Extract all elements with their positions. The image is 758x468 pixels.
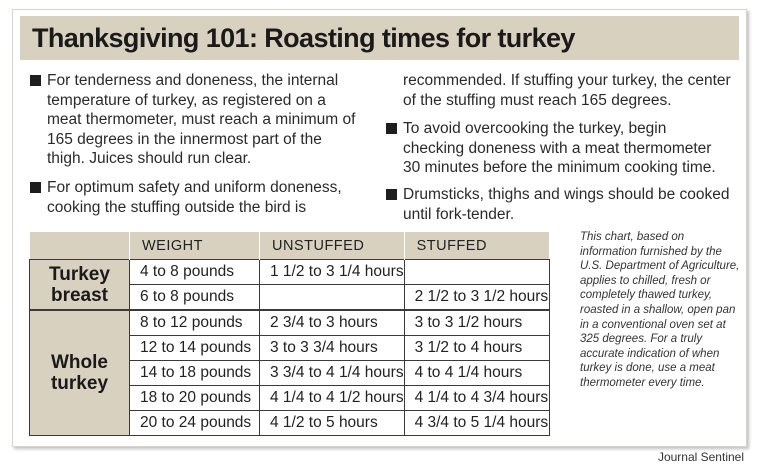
col-header-stuffed: STUFFED (403, 232, 550, 260)
source-credit: Journal Sentinel (657, 450, 744, 464)
cell-stuffed: 4 1/4 to 4 3/4 hours (403, 385, 550, 411)
bullet-item: For optimum safety and uniform doneness,… (30, 178, 360, 217)
category-line: Whole (51, 352, 108, 373)
bullet-square-icon (386, 123, 397, 134)
category-line: breast (50, 284, 109, 306)
table-header-blank (29, 232, 130, 260)
bullet-text-continued: recommended. If stuffing your turkey, th… (403, 72, 731, 109)
cell-stuffed: 4 to 4 1/4 hours (403, 360, 550, 386)
cell-weight: 6 to 8 pounds (129, 284, 260, 311)
bullet-item: For tenderness and doneness, the interna… (30, 71, 360, 169)
col-header-unstuffed: UNSTUFFED (259, 232, 405, 260)
cell-weight: 18 to 20 pounds (129, 385, 260, 411)
table-row: 14 to 18 pounds 3 3/4 to 4 1/4 hours 4 t… (30, 360, 550, 386)
table-row: 12 to 14 pounds 3 to 3 3/4 hours 3 1/2 t… (30, 335, 550, 361)
cell-stuffed: 3 to 3 1/2 hours (403, 309, 550, 336)
bullet-square-icon (386, 189, 397, 200)
table-row: 6 to 8 pounds 2 1/2 to 3 1/2 hours (30, 284, 550, 311)
cell-unstuffed: 4 1/4 to 4 1/2 hours (259, 385, 405, 411)
cell-weight: 20 to 24 pounds (129, 410, 260, 436)
bullet-text: For tenderness and doneness, the interna… (47, 72, 356, 167)
bullet-square-icon (30, 182, 41, 193)
category-whole-turkey: Whole turkey (29, 309, 130, 436)
roasting-times-table: WEIGHT UNSTUFFED STUFFED Turkey breast 4… (29, 232, 550, 436)
table-row: Turkey breast 4 to 8 pounds 1 1/2 to 3 1… (29, 259, 550, 311)
col-header-weight: WEIGHT (129, 232, 260, 260)
cell-unstuffed: 3 3/4 to 4 1/4 hours (259, 360, 405, 386)
bullet-text: For optimum safety and uniform doneness,… (47, 179, 342, 216)
cell-unstuffed: 4 1/2 to 5 hours (259, 410, 405, 436)
bullet-square-icon (30, 75, 41, 86)
cell-weight: 14 to 18 pounds (129, 360, 260, 386)
bullet-text: To avoid overcooking the turkey, begin c… (403, 120, 716, 176)
category-line: Turkey (49, 263, 110, 285)
bullet-item: Drumsticks, thighs and wings should be c… (386, 185, 731, 224)
infographic-card: Thanksgiving 101: Roasting times for tur… (12, 9, 747, 447)
cell-weight: 8 to 12 pounds (129, 309, 260, 336)
category-turkey-breast: Turkey breast (29, 259, 130, 311)
category-line: turkey (50, 373, 109, 394)
table-header-row: WEIGHT UNSTUFFED STUFFED (29, 232, 550, 260)
cell-unstuffed (259, 284, 405, 311)
cell-unstuffed: 1 1/2 to 3 1/4 hours (259, 259, 405, 285)
cell-unstuffed: 2 3/4 to 3 hours (259, 309, 405, 336)
cell-weight: 4 to 8 pounds (129, 259, 260, 285)
table-row: 20 to 24 pounds 4 1/2 to 5 hours 4 3/4 t… (30, 410, 550, 436)
title-bar: Thanksgiving 101: Roasting times for tur… (20, 16, 739, 60)
cell-stuffed (403, 259, 550, 285)
cell-unstuffed: 3 to 3 3/4 hours (259, 335, 405, 361)
cell-weight: 12 to 14 pounds (129, 335, 260, 361)
cell-stuffed: 3 1/2 to 4 hours (403, 335, 550, 361)
usda-note: This chart, based on information furnish… (580, 231, 740, 389)
cell-stuffed: 2 1/2 to 3 1/2 hours (403, 284, 550, 311)
bullet-text: Drumsticks, thighs and wings should be c… (403, 186, 730, 223)
cell-stuffed: 4 3/4 to 5 1/4 hours (403, 410, 550, 436)
page-title: Thanksgiving 101: Roasting times for tur… (32, 23, 575, 53)
table-row: Whole turkey 8 to 12 pounds 2 3/4 to 3 h… (29, 309, 550, 436)
bullet-item: To avoid overcooking the turkey, begin c… (386, 119, 731, 178)
table-row: 18 to 20 pounds 4 1/4 to 4 1/2 hours 4 1… (30, 385, 550, 411)
